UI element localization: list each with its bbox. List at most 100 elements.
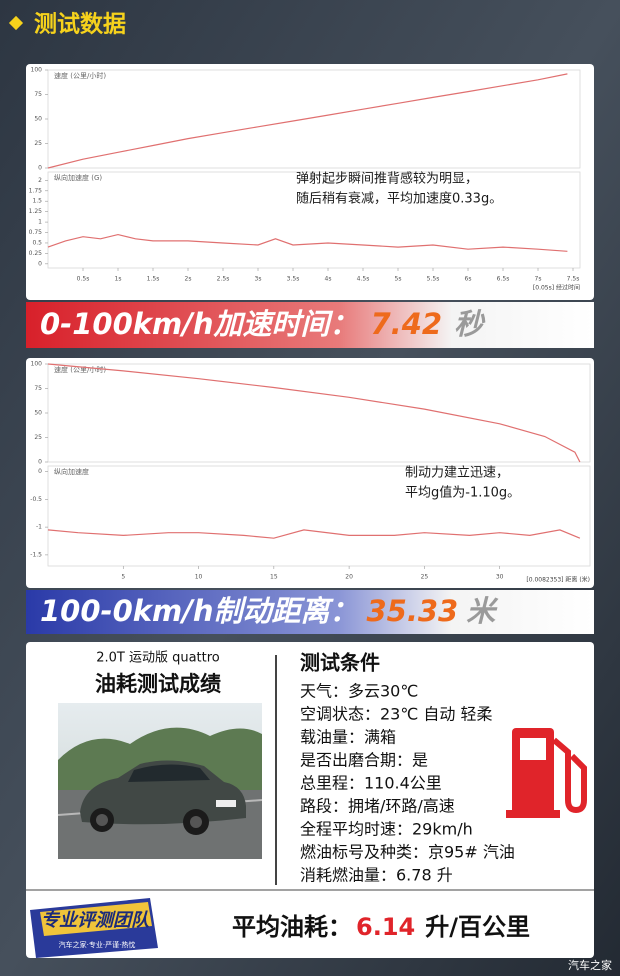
brake-panel xyxy=(26,358,594,588)
y-tick-label: 50 xyxy=(34,410,42,417)
x-tick-label: 1s xyxy=(115,276,122,283)
brake-charts: 速度 (公里/小时) 0 25 50 75 100 纵向加速度 -1.5 -1 -0.5 0 5 10 1… xyxy=(30,361,591,581)
accel-banner xyxy=(26,302,594,348)
annotation: 弹射起步瞬间推背感较为明显， xyxy=(296,171,478,187)
y-tick-label: 25 xyxy=(34,434,42,441)
conditions: 天气：多云30℃ 空调状态：23℃ 自动 轻柔载油量：满箱是否出磨合期：是总里程：… xyxy=(300,682,515,885)
fuel-title: 油耗测试成绩 xyxy=(95,672,221,696)
fuel-result: 平均油耗： 6.14 升/百公里 xyxy=(232,913,530,941)
car-photo xyxy=(57,703,263,859)
y-tick-label: 1 xyxy=(38,219,42,226)
x-axis-label: [0.0082353] 距离 (米) xyxy=(526,576,590,584)
x-tick-label: 3.5s xyxy=(287,276,300,283)
x-tick-label: 5 xyxy=(121,574,125,581)
header-bullet xyxy=(8,15,24,31)
accel-result: 0-100km/h加速时间： 7.42 秒 xyxy=(40,307,486,341)
y-tick-label: 75 xyxy=(34,91,42,98)
y-tick-label: 0 xyxy=(38,165,42,172)
header-title: 测试数据 xyxy=(34,12,126,38)
result-value: 35.33 xyxy=(367,594,459,628)
plot-frame xyxy=(47,171,581,269)
x-tick-label: 20 xyxy=(345,574,353,581)
conditions-title: 测试条件 xyxy=(300,651,380,675)
accel-charts: 速度 (公里/小时) 0 25 50 75 100 纵向加速度 (G) 0 0.25 0.5 0.7… xyxy=(29,67,581,283)
y-tick-label: 0 xyxy=(38,468,42,475)
y-axis-label: 速度 (公里/小时) xyxy=(54,365,106,374)
y-tick-label: 100 xyxy=(31,361,43,368)
x-tick-label: 10 xyxy=(195,574,203,581)
condition-item: 燃油标号及种类：京95# 汽油 xyxy=(300,843,515,862)
x-tick-label: 2.5s xyxy=(217,276,230,283)
y-tick-label: -1.5 xyxy=(30,551,42,558)
result-label: 平均油耗： xyxy=(232,913,352,941)
y-tick-label: 1.5 xyxy=(32,198,42,205)
x-tick-label: 5.5s xyxy=(427,276,440,283)
condition-item: 消耗燃油量：6.78 升 xyxy=(300,866,453,885)
y-axis-label: 速度 (公里/小时) xyxy=(54,71,106,80)
result-value: 6.14 xyxy=(356,913,415,941)
badge-subtitle: 汽车之家·专业·严谨·热忱 xyxy=(59,940,136,949)
y-tick-label: 0 xyxy=(38,260,42,267)
x-tick-label: 4s xyxy=(325,276,332,283)
data-line xyxy=(47,233,568,252)
car-name: 2.0T 运动版 quattro xyxy=(96,651,220,666)
x-tick-label: 1.5s xyxy=(147,276,160,283)
x-tick-label: 6s xyxy=(465,276,472,283)
y-tick-label: 75 xyxy=(34,385,42,392)
brake-result: 100-0km/h制动距离： 35.33 米 xyxy=(40,594,499,628)
annotation: 随后稍有衰减，平均加速度0.33g。 xyxy=(296,191,502,207)
result-unit: 升/百公里 xyxy=(425,913,530,941)
result-unit: 米 xyxy=(466,594,499,628)
result-unit: 秒 xyxy=(454,307,486,341)
y-tick-label: 0 xyxy=(38,459,42,466)
team-badge: 专业评测团队 汽车之家·专业·严谨·热忱 xyxy=(30,898,158,958)
x-tick-label: 2s xyxy=(185,276,192,283)
y-tick-label: 1.25 xyxy=(29,208,43,215)
y-axis-label: 纵向加速度 (G) xyxy=(54,173,102,182)
y-tick-label: 0.25 xyxy=(29,250,43,257)
condition-item: 载油量：满箱 xyxy=(300,728,396,747)
condition-item: 路段：拥堵/环路/高速 xyxy=(300,797,455,816)
brake-banner xyxy=(26,590,594,634)
annotation: 平均g值为-1.10g。 xyxy=(405,485,520,501)
data-line xyxy=(47,363,581,463)
y-tick-label: -1 xyxy=(36,524,42,531)
y-tick-label: 1.75 xyxy=(29,187,43,194)
x-tick-label: 4.5s xyxy=(357,276,370,283)
y-tick-label: 50 xyxy=(34,116,42,123)
y-tick-label: 0.5 xyxy=(32,239,42,246)
condition-item: 空调状态：23℃ 自动 轻柔 xyxy=(300,705,493,724)
badge-title: 专业评测团队 xyxy=(41,910,150,931)
x-tick-label: 0.5s xyxy=(77,276,90,283)
condition-item: 是否出磨合期：是 xyxy=(300,751,428,770)
y-tick-label: 25 xyxy=(34,140,42,147)
y-tick-label: 100 xyxy=(31,67,43,74)
y-tick-label: 2 xyxy=(38,177,42,184)
condition-item: 天气：多云30℃ xyxy=(300,682,418,701)
data-line xyxy=(47,529,581,539)
condition-item: 总里程：110.4公里 xyxy=(300,774,442,793)
annotation: 制动力建立迅速， xyxy=(405,466,509,481)
result-value: 7.42 xyxy=(371,307,443,341)
result-label: 0-100km/h加速时间： xyxy=(40,307,359,341)
x-tick-label: 7s xyxy=(535,276,542,283)
fuel-pump-icon xyxy=(506,728,587,818)
y-tick-label: -0.5 xyxy=(30,496,42,503)
x-tick-label: 15 xyxy=(270,574,278,581)
x-tick-label: 6.5s xyxy=(497,276,510,283)
x-tick-label: 5s xyxy=(395,276,402,283)
y-axis-label: 纵向加速度 xyxy=(54,467,89,476)
x-tick-label: 7.5s xyxy=(567,276,580,283)
x-tick-label: 3s xyxy=(255,276,262,283)
watermark: 汽车之家 xyxy=(568,958,612,972)
x-axis-label: [0.05s] 经过时间 xyxy=(533,284,580,292)
plot-frame xyxy=(47,465,591,567)
result-label: 100-0km/h制动距离： xyxy=(40,594,359,628)
y-tick-label: 0.75 xyxy=(29,229,43,236)
x-tick-label: 25 xyxy=(421,574,429,581)
x-tick-label: 30 xyxy=(496,574,504,581)
data-line xyxy=(47,73,568,169)
condition-item: 全程平均时速：29km/h xyxy=(300,820,473,839)
